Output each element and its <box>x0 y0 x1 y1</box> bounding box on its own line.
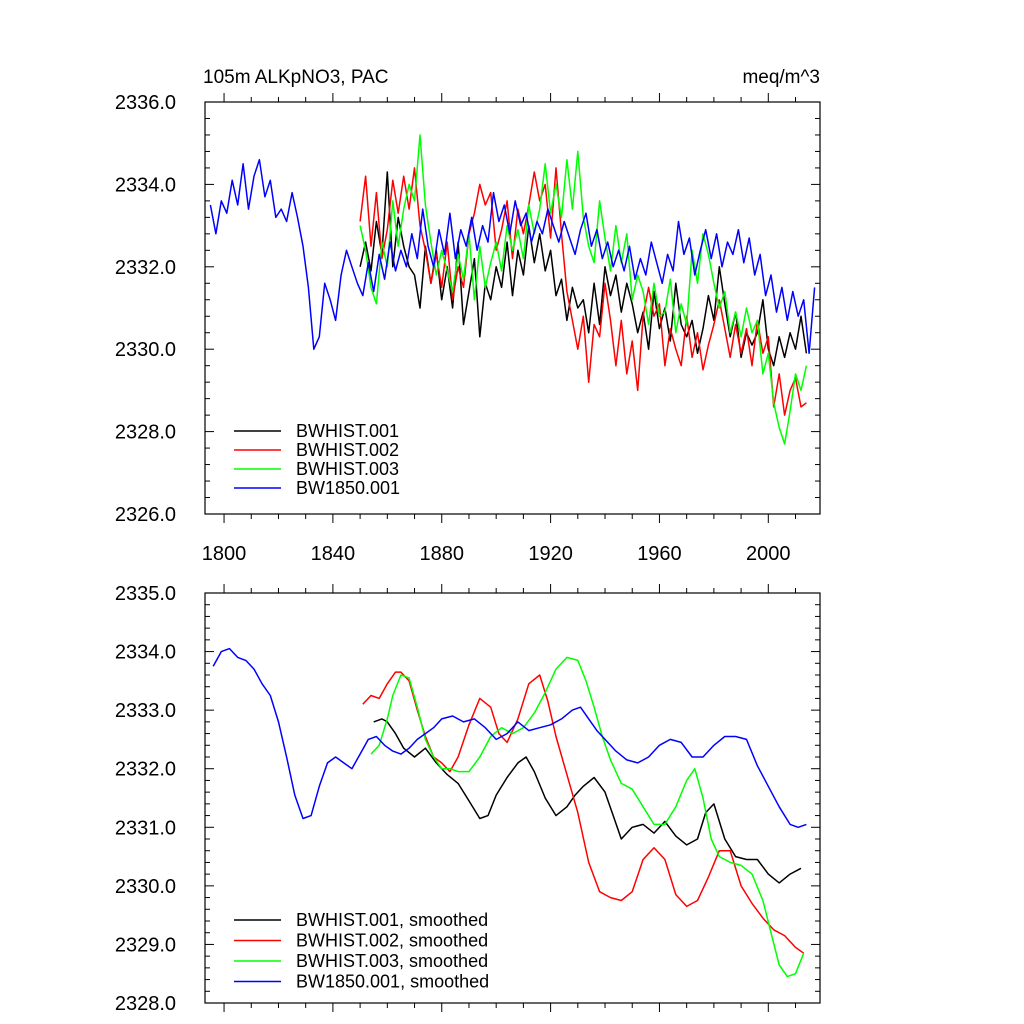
top-y-tick-label: 2336.0 <box>115 92 176 114</box>
top-y-tick-label: 2334.0 <box>115 174 176 196</box>
top-legend-label-4: BW1850.001 <box>296 478 400 498</box>
top-y-tick-label: 2332.0 <box>115 257 176 279</box>
bottom-y-tick-label: 2332.0 <box>115 759 176 781</box>
bottom-series-line-4 <box>212 647 807 829</box>
top-series-line-3 <box>359 134 808 445</box>
bottom-legend-label-4: BW1850.001, smoothed <box>296 972 489 992</box>
top-x-tick-label: 2000 <box>746 543 791 565</box>
bottom-chart: 2328.0 2329.0 2330.0 2331.0 2332.0 2333.0 2334… <box>115 583 821 1015</box>
bottom-y-tick-label: 2333.0 <box>115 700 176 722</box>
top-x-tick-label: 1880 <box>419 543 464 565</box>
top-chart-units: meq/m^3 <box>742 67 820 88</box>
bottom-y-tick-label: 2330.0 <box>115 876 176 898</box>
top-plot-frame <box>204 101 821 515</box>
bottom-series-line-3 <box>370 656 805 978</box>
top-series-line-1 <box>359 171 808 367</box>
top-legend-label-3: BWHIST.003 <box>296 459 399 479</box>
bottom-y-tick-label: 2335.0 <box>115 583 176 605</box>
top-chart: 105m ALKpNO3, PAC meq/m^3 2326.0 2328.0 23… <box>115 67 821 565</box>
top-series-line-2 <box>359 167 807 416</box>
top-series-line-4 <box>209 158 816 355</box>
top-x-tick-label: 1800 <box>202 543 247 565</box>
top-legend-label-2: BWHIST.002 <box>296 440 399 460</box>
bottom-series-line-1 <box>373 718 802 884</box>
bottom-y-tick-label: 2334.0 <box>115 642 176 664</box>
bottom-y-tick-label: 2329.0 <box>115 934 176 956</box>
bottom-y-tick-label: 2328.0 <box>115 993 176 1015</box>
bottom-y-tick-label: 2331.0 <box>115 817 176 839</box>
top-legend-label-1: BWHIST.001 <box>296 421 399 441</box>
bottom-legend-label-1: BWHIST.001, smoothed <box>296 910 488 930</box>
top-y-tick-label: 2330.0 <box>115 339 176 361</box>
bottom-legend-label-2: BWHIST.002, smoothed <box>296 931 488 951</box>
top-x-tick-label: 1920 <box>528 543 573 565</box>
top-y-tick-label: 2328.0 <box>115 422 176 444</box>
bottom-plot-frame <box>204 592 821 1004</box>
top-x-tick-label: 1840 <box>311 543 356 565</box>
top-x-tick-label: 1960 <box>637 543 682 565</box>
bottom-legend-label-3: BWHIST.003, smoothed <box>296 951 488 971</box>
top-chart-title: 105m ALKpNO3, PAC <box>203 67 389 88</box>
top-y-tick-label: 2326.0 <box>115 504 176 526</box>
